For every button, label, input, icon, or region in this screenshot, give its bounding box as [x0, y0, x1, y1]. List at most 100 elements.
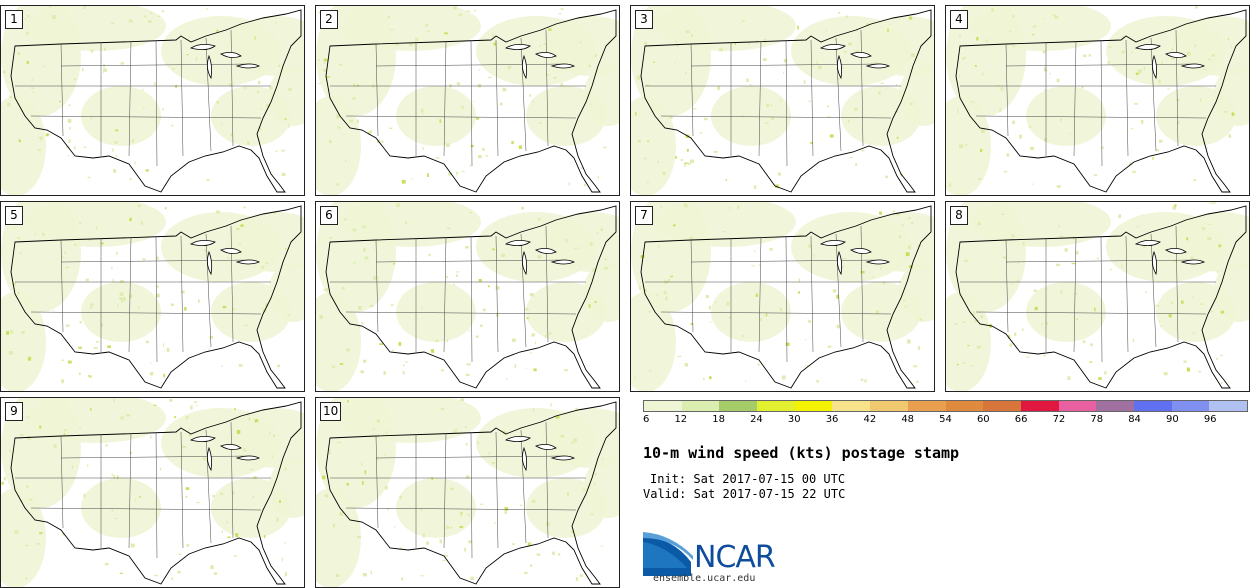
wind-speckle — [657, 160, 659, 164]
wind-speckle — [537, 218, 541, 221]
map-panel[interactable]: 8 — [945, 201, 1250, 392]
wind-speckle — [470, 144, 474, 148]
wind-speckle — [465, 442, 468, 446]
wind-speckle — [212, 494, 215, 498]
wind-speckle — [16, 237, 21, 239]
wind-speckle — [250, 468, 254, 471]
wind-speckle — [400, 546, 403, 550]
map-panel[interactable]: 5 — [0, 201, 305, 392]
wind-speckle — [477, 83, 481, 88]
wind-speckle — [1213, 202, 1216, 204]
wind-speckle — [1211, 310, 1214, 313]
wind-speckle — [525, 308, 529, 311]
wind-speckle — [675, 156, 677, 159]
lake-outline — [535, 52, 557, 58]
wind-speckle — [117, 475, 119, 480]
wind-speckle — [1108, 46, 1112, 48]
wind-speckle — [243, 448, 247, 452]
wind-speckle — [810, 142, 813, 144]
wind-speckle — [1183, 360, 1187, 363]
map-panel[interactable]: 6 — [315, 201, 620, 392]
state-border — [1073, 236, 1077, 353]
wind-speckle — [1064, 248, 1068, 252]
state-border — [690, 239, 694, 333]
map-panel[interactable]: 4 — [945, 5, 1250, 196]
wind-shading — [81, 282, 161, 342]
lake-outline — [207, 446, 213, 472]
wind-speckle — [1220, 310, 1225, 314]
wind-speckle — [185, 495, 188, 498]
wind-speckle — [655, 294, 659, 296]
wind-speckle — [685, 71, 687, 75]
wind-speckle — [74, 244, 77, 246]
coastline — [10, 9, 302, 193]
wind-speckle — [159, 467, 162, 471]
wind-speckle — [575, 407, 578, 412]
wind-speckle — [3, 476, 6, 481]
map-panel[interactable]: 7 — [630, 201, 935, 392]
wind-speckle — [901, 224, 904, 227]
wind-speckle — [1012, 15, 1015, 18]
wind-speckle — [1199, 98, 1202, 102]
map-panel[interactable]: 9 — [0, 397, 305, 588]
wind-speckle — [428, 253, 431, 256]
wind-speckle — [464, 426, 467, 428]
wind-speckle — [411, 178, 413, 180]
wind-speckle — [763, 38, 767, 43]
wind-speckle — [1012, 45, 1016, 47]
wind-speckle — [435, 339, 439, 342]
wind-speckle — [746, 78, 749, 83]
state-border — [230, 29, 234, 147]
wind-speckle — [387, 16, 391, 19]
wind-speckle — [196, 502, 200, 504]
map-panel[interactable]: 1 — [0, 5, 305, 196]
wind-speckle — [328, 140, 332, 144]
wind-shading — [161, 212, 281, 282]
wind-speckle — [83, 6, 86, 10]
map-panel[interactable]: 3 — [630, 5, 935, 196]
wind-speckle — [448, 172, 452, 176]
wind-speckle — [247, 141, 250, 145]
wind-speckle — [370, 570, 372, 575]
wind-speckle — [565, 238, 568, 242]
wind-speckle — [87, 176, 91, 179]
wind-speckle — [121, 300, 123, 303]
wind-speckle — [841, 67, 844, 69]
logo-url[interactable]: ensemble.ucar.edu — [653, 573, 756, 584]
colorbar-segment — [1058, 401, 1097, 411]
wind-speckle — [470, 576, 475, 580]
state-border — [470, 39, 473, 167]
wind-speckle — [236, 430, 241, 434]
wind-speckle — [323, 60, 326, 65]
wind-speckle — [68, 104, 71, 106]
wind-speckle — [36, 542, 40, 545]
colorbar-segment — [832, 401, 871, 411]
wind-speckle — [1192, 296, 1194, 299]
wind-speckle — [1143, 67, 1146, 71]
wind-speckle — [816, 60, 818, 65]
wind-speckle — [338, 63, 343, 66]
state-border — [180, 431, 184, 549]
wind-speckle — [67, 360, 72, 364]
wind-speckle — [444, 554, 448, 557]
wind-speckle — [232, 308, 236, 311]
colorbar-tick-label: 30 — [787, 414, 801, 425]
wind-speckle — [1121, 264, 1123, 268]
wind-speckle — [573, 438, 577, 443]
wind-speckle — [1200, 303, 1204, 305]
wind-speckle — [1220, 354, 1223, 357]
map-panel[interactable]: 2 — [315, 5, 620, 196]
wind-speckle — [714, 300, 717, 303]
wind-speckle — [1203, 69, 1207, 70]
colorbar-segment — [1171, 401, 1210, 411]
wind-speckle — [369, 305, 374, 308]
wind-speckle — [128, 19, 133, 23]
wind-speckle — [1056, 263, 1060, 267]
wind-speckle — [1009, 343, 1013, 347]
wind-speckle — [1019, 134, 1022, 139]
map-panel[interactable]: 10 — [315, 397, 620, 588]
wind-speckle — [847, 119, 850, 123]
wind-speckle — [467, 513, 470, 517]
wind-shading — [711, 86, 791, 146]
wind-speckle — [363, 247, 366, 252]
